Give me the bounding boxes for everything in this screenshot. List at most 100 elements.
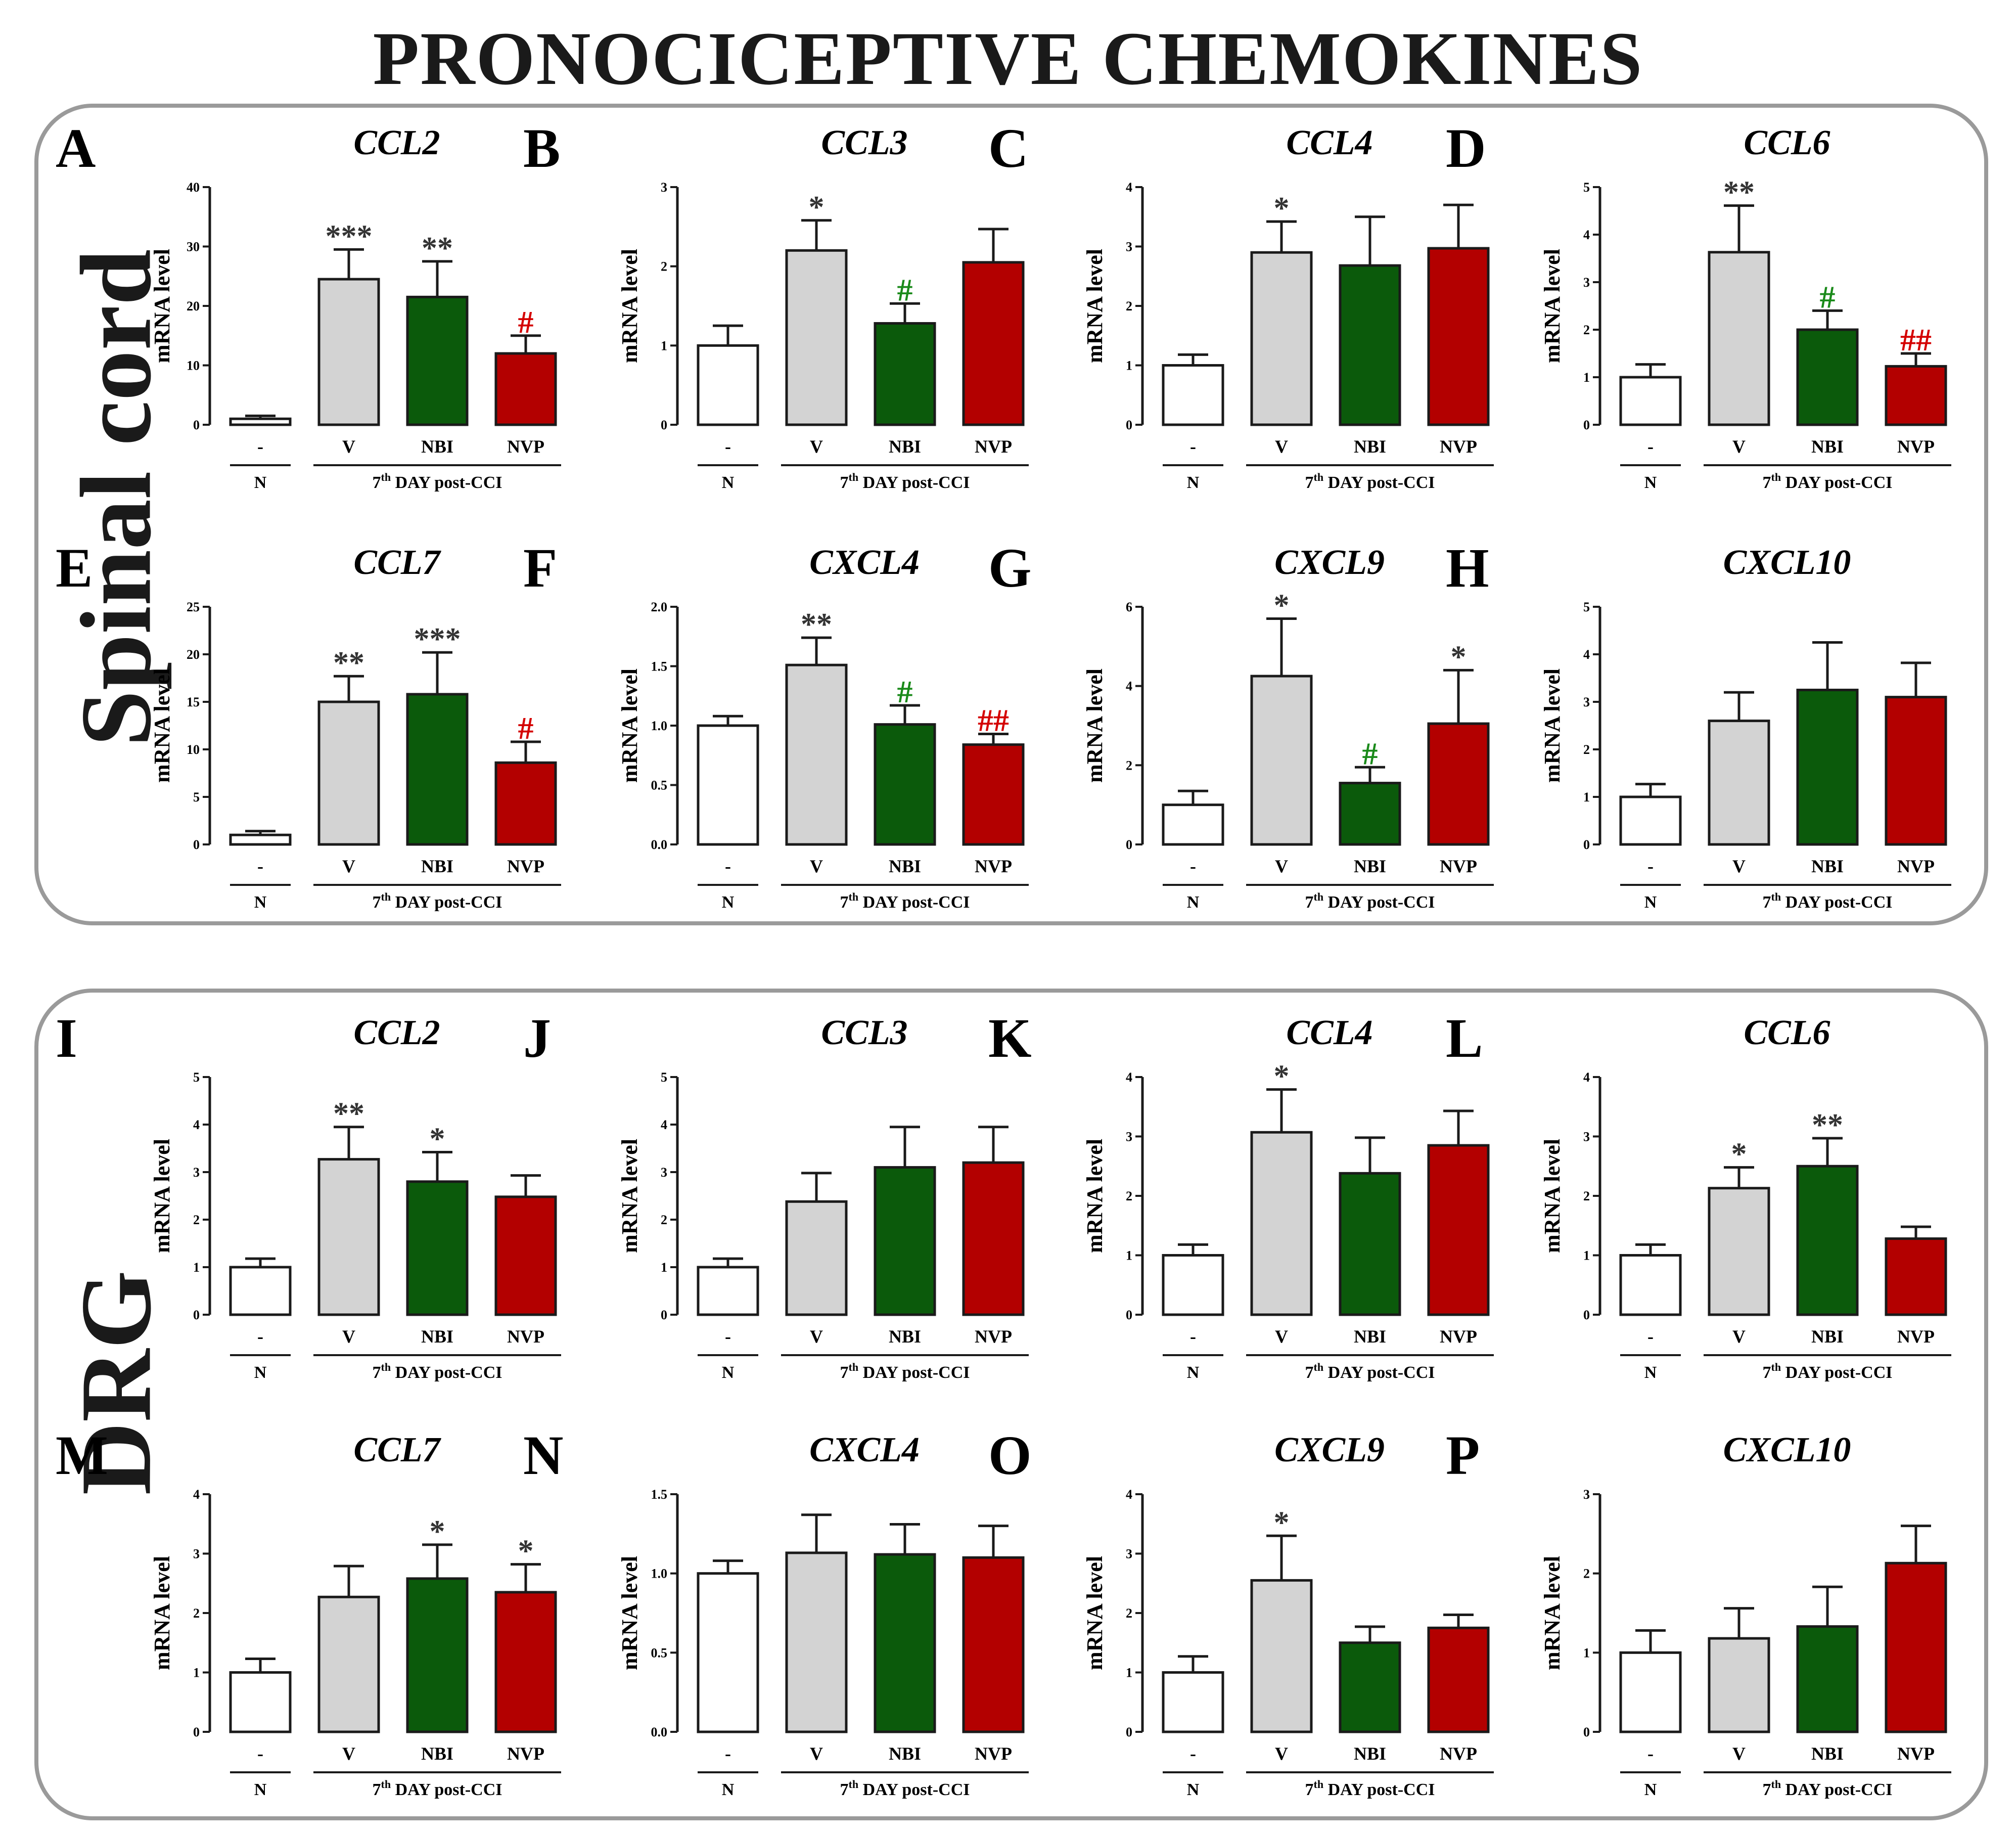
y-tick-label: 4 — [1126, 1487, 1132, 1502]
y-tick-label: 0 — [1583, 1725, 1590, 1739]
panel-letter: P — [1446, 1424, 1480, 1486]
y-tick-label: 1 — [193, 1666, 200, 1680]
y-tick-label: 2 — [1583, 323, 1590, 337]
significance-marker: # — [518, 305, 534, 340]
y-tick-label: 20 — [187, 299, 200, 314]
y-tick-label: 5 — [1583, 600, 1590, 614]
x-category-label: - — [725, 856, 731, 876]
bar-NVP — [494, 1195, 557, 1316]
chart-panel-J: J CCL3 mRNA level 0 1 2 3 4 5 - V NBI NVP N 7th DAY po… — [523, 1007, 1029, 1382]
chart-title: CXCL10 — [1723, 543, 1851, 582]
bar-V — [1250, 675, 1313, 846]
y-tick-label: 4 — [661, 1117, 667, 1132]
y-axis-label: mRNA level — [617, 1556, 642, 1670]
group-label-cci: 7th DAY post-CCI — [840, 890, 970, 912]
y-tick-label: 5 — [1583, 180, 1590, 195]
bar-NVP — [1427, 1144, 1490, 1316]
x-category-label: V — [342, 856, 355, 876]
chart-title: CXCL4 — [809, 543, 920, 582]
group-label-n: N — [254, 1780, 267, 1799]
y-tick-label: 2 — [193, 1213, 200, 1227]
y-tick-label: 3 — [1583, 695, 1590, 709]
y-tick-label: 0 — [193, 418, 200, 432]
x-category-label: NBI — [421, 1326, 453, 1347]
bar-NVP — [962, 1161, 1025, 1316]
bar-V — [785, 249, 848, 426]
bar-V — [1708, 251, 1770, 426]
significance-marker: # — [518, 711, 534, 746]
chart-panel-M: M CCL7 mRNA level 0 1 2 3 4 - V * NBI * NVP N 7th DAY p… — [56, 1424, 561, 1799]
x-category-label: - — [257, 1743, 263, 1764]
x-category-label: NVP — [975, 856, 1012, 876]
x-category-label: NVP — [507, 436, 544, 457]
chart-panel-A: A CCL2 mRNA level 0 10 20 30 40 - *** V ** NBI # NVP N 7… — [56, 117, 561, 492]
x-category-label: V — [342, 1326, 355, 1347]
group-label-n: N — [1187, 473, 1200, 492]
bar-V — [317, 278, 380, 426]
group-label-cci: 7th DAY post-CCI — [373, 1361, 502, 1382]
x-category-label: - — [1190, 856, 1196, 876]
y-tick-label: 0 — [193, 1308, 200, 1322]
x-category-label: V — [1732, 1743, 1746, 1764]
y-tick-label: 0.5 — [651, 778, 668, 793]
bar-NVP — [1427, 247, 1490, 426]
x-category-label: NVP — [975, 436, 1012, 457]
significance-marker: # — [897, 273, 913, 307]
y-tick-label: 2 — [661, 1213, 667, 1227]
bar-NVP — [494, 1591, 557, 1733]
x-category-label: NVP — [1897, 436, 1935, 457]
chart-title: CXCL9 — [1274, 1430, 1385, 1469]
x-category-label: V — [1732, 436, 1746, 457]
group-label-n: N — [722, 1780, 735, 1799]
panel-letter: O — [988, 1424, 1032, 1486]
x-category-label: NVP — [507, 1326, 544, 1347]
y-axis-label: mRNA level — [1540, 668, 1565, 783]
drg-panel-frame — [34, 989, 1988, 1820]
x-category-label: - — [725, 436, 731, 457]
chart-panel-K: K CCL4 mRNA level 0 1 2 3 4 - * V NBI NVP N 7th DAY po… — [988, 1007, 1494, 1382]
y-tick-label: 2 — [1126, 299, 1132, 314]
bar-- — [1162, 1254, 1224, 1316]
panel-letter: E — [56, 537, 93, 599]
y-tick-label: 1 — [661, 1260, 667, 1275]
y-tick-label: 2 — [1583, 742, 1590, 757]
chart-title: CCL3 — [821, 123, 907, 162]
group-label-cci: 7th DAY post-CCI — [840, 471, 970, 492]
x-category-label: NBI — [889, 856, 921, 876]
panel-letter: J — [523, 1007, 551, 1069]
bar-- — [697, 724, 759, 846]
chart-panel-E: E CCL7 mRNA level 0 5 10 15 20 25 - ** V *** NBI # NVP N… — [56, 537, 561, 912]
chart-panel-O: O CXCL9 mRNA level 0 1 2 3 4 - * V NBI NVP N 7th DAY p… — [988, 1424, 1494, 1799]
y-tick-label: 1.0 — [651, 719, 668, 733]
bar-- — [229, 417, 292, 426]
x-category-label: - — [1647, 856, 1654, 876]
x-category-label: - — [257, 1326, 263, 1347]
y-tick-label: 3 — [661, 1165, 667, 1180]
x-category-label: V — [810, 1743, 823, 1764]
bar-NVP — [1885, 365, 1947, 426]
significance-marker: * — [809, 190, 824, 225]
panel-letter: D — [1446, 117, 1486, 179]
y-tick-label: 0 — [1126, 1725, 1132, 1739]
significance-marker: *** — [326, 219, 373, 253]
group-label-cci: 7th DAY post-CCI — [373, 1778, 502, 1799]
bar-NVP — [962, 261, 1025, 426]
x-category-label: NBI — [421, 436, 453, 457]
x-category-label: NVP — [507, 1743, 544, 1764]
chart-panel-F: F CXCL4 mRNA level 0.0 0.5 1.0 1.5 2.0 - ** V # NBI #… — [523, 537, 1029, 912]
bar-V — [317, 1158, 380, 1316]
chart-panel-I: I CCL2 mRNA level 0 1 2 3 4 5 - ** V * NBI NVP N 7th DAY… — [56, 1007, 561, 1382]
bar-NVP — [962, 1556, 1025, 1733]
x-category-label: V — [342, 436, 355, 457]
chart-title: CXCL10 — [1723, 1430, 1851, 1469]
chart-title: CCL7 — [353, 543, 441, 582]
chart-title: CCL2 — [353, 123, 440, 162]
significance-marker: ** — [422, 231, 453, 265]
y-tick-label: 0 — [661, 1308, 667, 1322]
y-axis-label: mRNA level — [150, 1139, 174, 1253]
significance-marker: *** — [414, 622, 461, 656]
y-tick-label: 0 — [661, 418, 667, 432]
bar-NVP — [1885, 1237, 1947, 1316]
significance-marker: * — [1731, 1137, 1747, 1172]
y-tick-label: 2 — [1583, 1567, 1590, 1581]
